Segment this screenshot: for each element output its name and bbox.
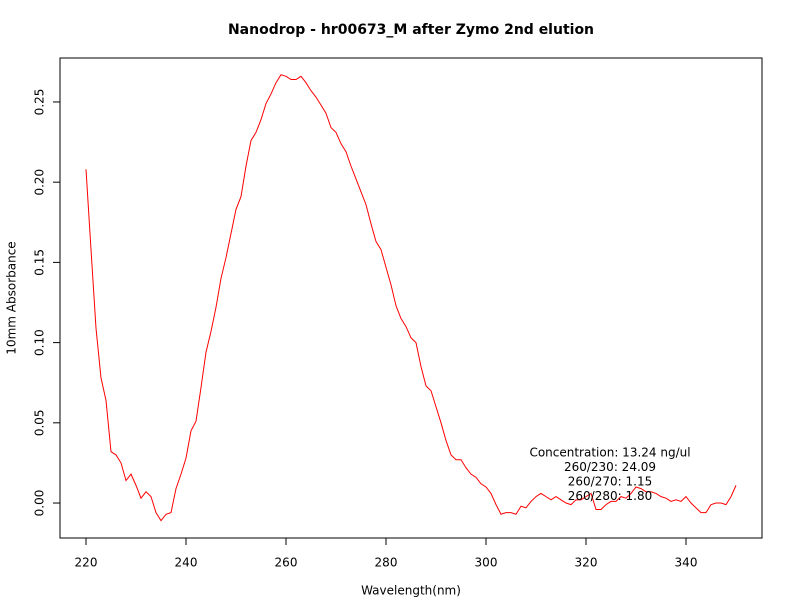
data-line [85,74,737,522]
chart-title: Nanodrop - hr00673_M after Zymo 2nd elut… [228,22,594,38]
annotation: 260/270: 1.15 [568,475,652,489]
annotation: 260/230: 24.09 [564,460,656,474]
x-tick-label: 220 [75,556,98,570]
y-tick-label: 0.20 [33,169,47,196]
y-tick-label: 0.00 [33,490,47,517]
y-tick-label: 0.15 [33,249,47,276]
y-axis-label: 10mm Absorbance [5,241,19,354]
y-tick-label: 0.10 [33,329,47,356]
plot-box [59,57,763,539]
x-tick-label: 240 [175,556,198,570]
y-tick-label: 0.05 [33,409,47,436]
x-tick-label: 300 [475,556,498,570]
y-tick-label: 0.25 [33,89,47,116]
x-tick-label: 280 [375,556,398,570]
x-tick-label: 260 [275,556,298,570]
annotation: 260/280: 1.80 [568,489,652,503]
x-tick-label: 340 [675,556,698,570]
x-tick-label: 320 [575,556,598,570]
annotation: Concentration: 13.24 ng/ul [529,446,690,460]
x-axis-label: Wavelength(nm) [361,584,461,598]
